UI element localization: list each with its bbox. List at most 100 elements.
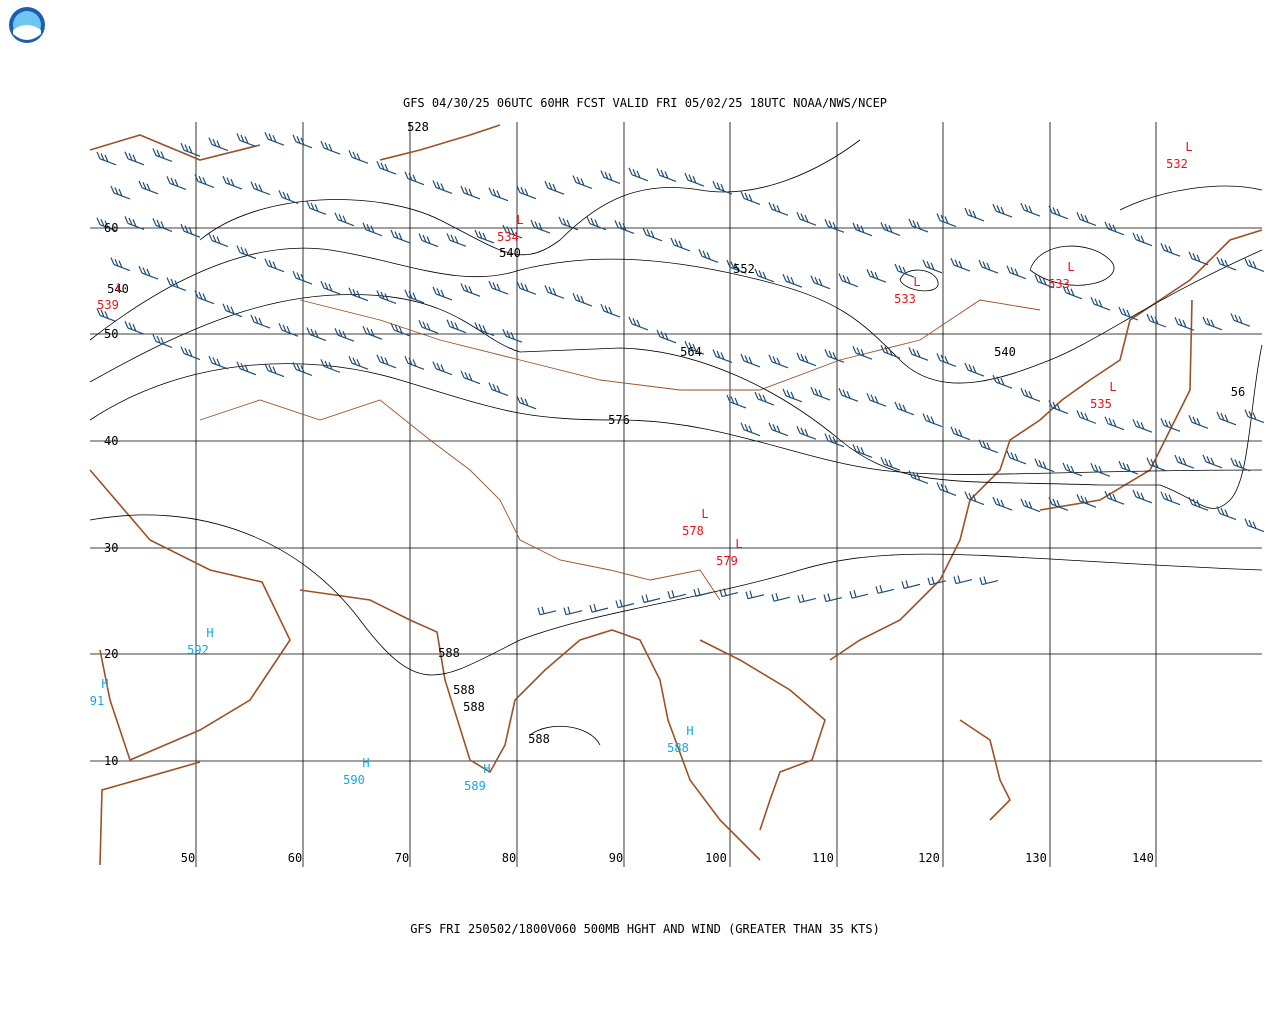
wind-barb [404,289,425,304]
contour-label: 56 [1231,385,1245,399]
center-value: 534 [497,230,519,244]
lon-labels: 50 60 70 80 90 100 110 120 130 140 [181,851,1154,865]
lat-label: 50 [104,327,118,341]
wind-barb [950,257,971,272]
wind-barb [936,213,957,228]
wind-barb [614,220,635,234]
wind-barb [950,426,971,441]
wind-barb [1146,457,1167,472]
wind-barb [628,316,649,331]
wind-barb [740,191,761,205]
lon-label: 90 [609,851,623,865]
wind-barb [1188,497,1209,511]
wind-barb [927,576,947,586]
wind-barb [1244,258,1265,272]
wind-barb [152,334,173,348]
wind-barb [964,207,985,222]
wind-barb [875,585,895,594]
center-symbol: L [1067,260,1074,274]
wind-barb [1062,462,1083,477]
wind-barb [964,491,985,506]
wind-barb [978,259,999,274]
grid [90,122,1262,867]
wind-barb [600,170,621,185]
wind-barb [693,588,713,597]
wind-barb [1174,454,1195,469]
wind-barb [824,349,845,363]
lat-labels: 60 50 40 30 20 10 [104,221,118,768]
wind-barb [782,273,803,288]
wind-barb [488,382,509,397]
wind-barb [719,588,739,598]
wind-barb [1090,463,1111,477]
center-symbol: L [1185,140,1192,154]
wind-barb [292,134,313,149]
center-value: 539 [97,298,119,312]
wind-barb [838,388,859,402]
wind-barb [894,263,915,278]
wind-barb [138,180,159,195]
wind-barb [667,590,687,599]
wind-barb [1076,410,1097,424]
wind-barb [979,576,999,586]
wind-barb [446,319,467,334]
wind-barb [1020,498,1041,513]
wind-barb [992,374,1013,389]
wind-barb [642,227,663,242]
wind-barb [432,180,453,195]
height-contours [89,139,1263,746]
wind-barb [880,222,901,236]
wind-barb [264,258,285,273]
wind-barb [376,354,397,369]
wind-barb [390,322,411,337]
wind-barb [474,322,495,337]
wind-barb [418,319,439,334]
wind-barb [1118,306,1139,321]
wind-barb [768,422,789,437]
wind-barb [1020,202,1041,217]
wind-barb [771,593,791,602]
wind-barb [852,345,873,360]
wind-barb [558,216,579,231]
wind-barb [641,594,661,604]
wind-barb [1048,497,1069,511]
wind-barb [852,222,873,237]
center-symbol: H [686,724,693,738]
lat-label: 40 [104,434,118,448]
wind-barb [936,353,957,367]
center-value: 589 [464,779,486,793]
wind-barb [432,361,453,376]
wind-barb [908,470,929,485]
wind-barb [362,325,383,340]
wind-barb [264,363,285,378]
wind-barb [978,439,999,454]
wind-barb [880,344,901,359]
center-symbol: L [116,281,123,295]
map-title: GFS 04/30/25 06UTC 60HR FCST VALID FRI 0… [403,96,887,110]
wind-barb [740,422,761,437]
wind-barb [1034,458,1055,473]
center-symbol: L [516,213,523,227]
wind-barb [152,218,173,232]
wind-barb [600,303,621,318]
wind-barb [964,362,985,377]
wind-barb [810,386,831,401]
wind-barb [1132,418,1153,433]
wind-barb [236,245,257,260]
wind-barb [1076,212,1097,226]
center-value: 590 [343,773,365,787]
wind-barb [96,217,117,232]
wind-barb [306,327,327,342]
wind-barb [306,201,327,215]
wind-barb [516,281,537,295]
wind-barb [250,314,271,329]
center-value: 532 [1166,157,1188,171]
wind-barb [572,292,593,307]
wind-barb [1160,418,1181,432]
wind-barb [1160,491,1181,506]
wind-barb [124,320,145,335]
wind-barb [236,133,257,148]
contour-label: 540 [499,246,521,260]
wind-barb [194,174,215,189]
wind-barb [1020,388,1041,402]
